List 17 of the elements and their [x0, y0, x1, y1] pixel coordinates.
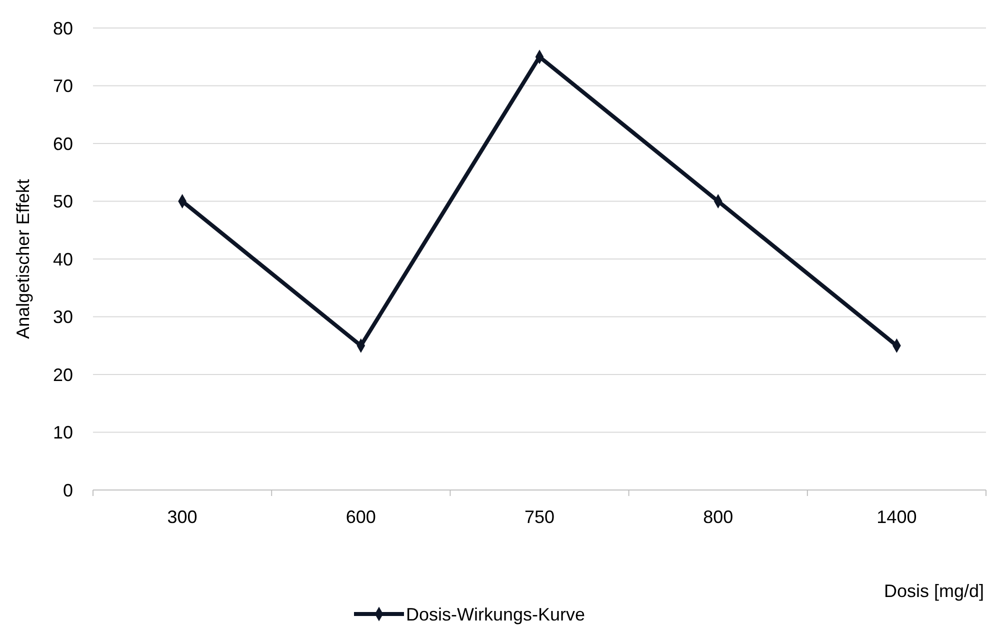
- y-tick-label: 30: [52, 307, 73, 328]
- x-tick-label: 300: [167, 507, 198, 527]
- y-tick-label: 20: [52, 364, 73, 385]
- x-axis-title: Dosis [mg/d]: [884, 581, 984, 601]
- x-tick-label: 750: [524, 507, 555, 527]
- y-tick-label: 80: [52, 18, 73, 38]
- x-tick-label: 800: [703, 507, 734, 527]
- legend-label: Dosis-Wirkungs-Kurve: [406, 604, 586, 624]
- x-tick-label: 1400: [876, 507, 917, 527]
- y-tick-label: 50: [52, 192, 73, 212]
- y-tick-label: 70: [52, 76, 73, 96]
- y-tick-label: 0: [62, 480, 73, 500]
- y-tick-label: 60: [52, 134, 73, 154]
- y-tick-label: 40: [52, 249, 73, 270]
- x-tick-label: 600: [346, 507, 376, 527]
- y-tick-label: 10: [52, 422, 73, 443]
- y-axis-title: Analgetischer Effekt: [13, 179, 33, 339]
